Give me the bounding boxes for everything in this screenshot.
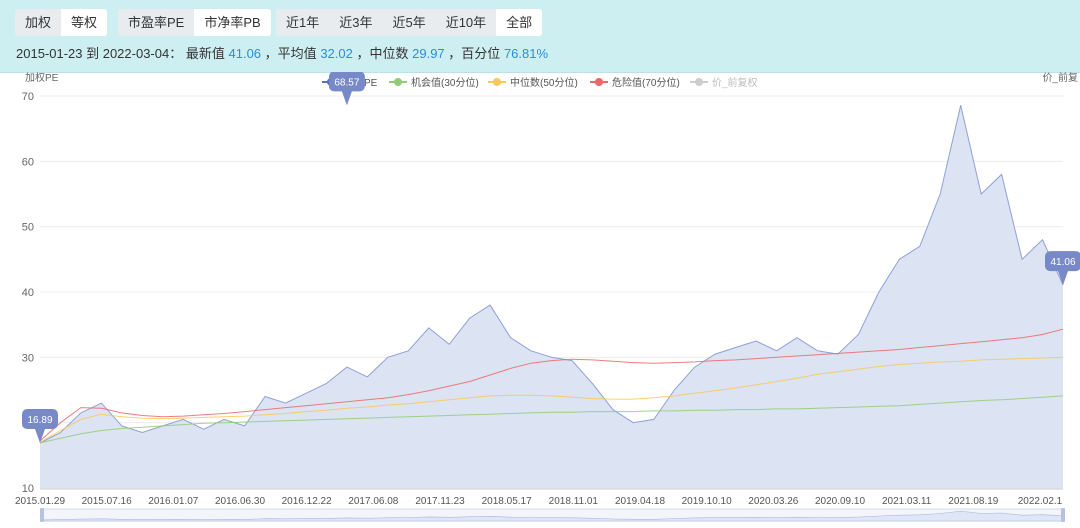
summary-avg-value: 32.02 [320, 46, 353, 61]
summary-avg-label: ，平均值 [264, 46, 317, 61]
tab-3y[interactable]: 近3年 [339, 15, 373, 30]
x-tick-label: 2017.06.08 [348, 496, 398, 507]
series-line-danger [39, 328, 1064, 442]
zoom-slider[interactable] [40, 508, 1065, 522]
y-tick-label: 50 [22, 222, 34, 234]
right-axis-title: 价_前复 [1042, 72, 1078, 84]
y-tick-label: 30 [22, 352, 34, 364]
x-tick-label: 2018.05.17 [482, 496, 532, 507]
tab-all[interactable]: 全部 [496, 9, 543, 36]
value-marker: 41.06 [1045, 251, 1080, 286]
tab-10y[interactable]: 近10年 [445, 15, 487, 30]
summary-latest-label: 最新值 [185, 46, 225, 61]
plot-layer [39, 105, 1064, 489]
marker-pin [1045, 251, 1080, 286]
summary-median-value: 29.97 [412, 46, 445, 61]
legend-item[interactable]: 机会值(30分位) [389, 76, 479, 89]
series-line-opportunity [39, 395, 1064, 444]
tab-1y[interactable]: 近1年 [286, 15, 320, 30]
value-marker: 16.89 [22, 408, 58, 443]
summary-range: 2015-01-23 到 2022-03-04： [16, 46, 183, 61]
filter-toolbar: 加权 等权 市盈率PE 市净率PB 近1年 近3年 近5年 近10年 全部 20… [0, 0, 1080, 73]
marker-pin [328, 71, 365, 106]
range-tab-group: 近1年 近3年 近5年 近10年 全部 [276, 9, 543, 36]
tab-pe[interactable]: 市盈率PE [128, 15, 185, 30]
tab-equal-weight[interactable]: 等权 [61, 9, 108, 36]
marker-label: 16.89 [27, 415, 52, 426]
series-line-median [39, 356, 1064, 443]
slider-handle-right[interactable] [1061, 508, 1065, 522]
x-tick-label: 2016.01.07 [148, 496, 198, 507]
slider-handle-left[interactable] [40, 508, 44, 522]
weight-tab-group: 加权 等权 [15, 9, 108, 36]
legend-dot [695, 78, 703, 86]
y-tick-label: 40 [22, 287, 34, 299]
marker-label: 68.57 [334, 77, 359, 88]
y-tick-label: 10 [22, 483, 34, 495]
x-tick-label: 2020.03.26 [748, 496, 798, 507]
x-tick-label: 2022.02.1 [1018, 496, 1063, 507]
summary-latest-value: 41.06 [228, 46, 262, 61]
x-tick-label: 2016.06.30 [215, 496, 265, 507]
pe-chart: 10203040506070 加权PE机会值(30分位)中位数(50分位)危险值… [15, 71, 1080, 522]
legend-dot [595, 78, 603, 86]
x-tick-label: 2019.04.18 [615, 496, 665, 507]
x-tick-label: 2018.11.01 [549, 496, 599, 507]
pe-area [40, 105, 1063, 489]
tab-pb[interactable]: 市净率PB [194, 9, 271, 36]
value-marker: 68.57 [328, 71, 365, 106]
chart-legend: 加权PE机会值(30分位)中位数(50分位)危险值(70分位)价_前复权 [322, 76, 758, 89]
x-tick-label: 2021.08.19 [948, 496, 998, 507]
series-line-pe [39, 105, 1064, 444]
chart-area: 10203040506070 加权PE机会值(30分位)中位数(50分位)危险值… [0, 71, 1080, 523]
y-tick-label: 60 [22, 156, 34, 168]
slider-preview [41, 510, 1064, 522]
y-tick-label: 70 [22, 91, 34, 103]
legend-item[interactable]: 危险值(70分位) [590, 76, 680, 89]
legend-label: 危险值(70分位) [612, 76, 680, 89]
y-axis: 10203040506070 [22, 91, 34, 495]
x-tick-label: 2017.11.23 [415, 496, 465, 507]
x-axis: 2015.01.29 2015.07.16 2016.01.07 2016.06.30… [15, 488, 1063, 507]
marker-label: 41.06 [1050, 257, 1075, 268]
marker-layer: 16.89 68.57 41.06 [22, 71, 1080, 443]
stats-summary: 2015-01-23 到 2022-03-04： 最新值 41.06 ，平均值 … [16, 43, 548, 62]
x-tick-label: 2021.03.11 [882, 496, 932, 507]
legend-dot [493, 78, 501, 86]
x-tick-label: 2015.01.29 [15, 496, 65, 507]
tab-weighted[interactable]: 加权 [25, 15, 52, 30]
legend-item[interactable]: 中位数(50分位) [488, 76, 578, 89]
summary-pct-value: 76.81% [503, 46, 549, 61]
legend-label: 中位数(50分位) [510, 76, 578, 89]
y-axis-title: 加权PE [25, 72, 59, 84]
legend-dot [394, 78, 402, 86]
marker-pin [22, 408, 58, 443]
x-tick-label: 2016.12.22 [282, 496, 332, 507]
summary-median-label: ，中位数 [356, 46, 409, 61]
x-tick-label: 2015.07.16 [82, 496, 132, 507]
summary-pct-label: ，百分位 [448, 46, 501, 61]
tab-5y[interactable]: 近5年 [392, 15, 426, 30]
x-tick-label: 2019.10.10 [682, 496, 732, 507]
legend-label: 机会值(30分位) [411, 76, 479, 89]
legend-label: 价_前复权 [712, 76, 758, 89]
legend-item[interactable]: 价_前复权 [690, 76, 758, 89]
metric-tab-group: 市盈率PE 市净率PB [118, 9, 271, 36]
x-tick-label: 2020.09.10 [815, 496, 865, 507]
